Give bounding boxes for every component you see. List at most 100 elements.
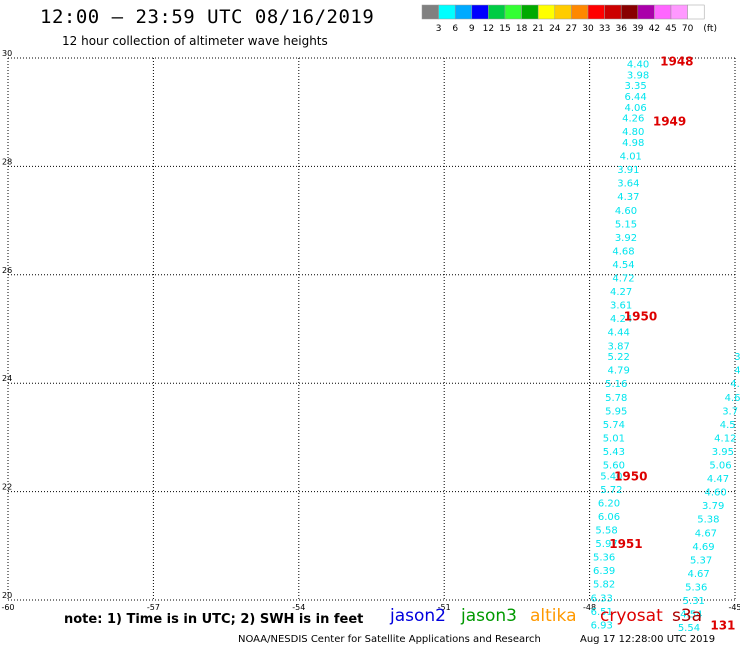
x-tick-label: -57 xyxy=(147,603,160,612)
x-tick-label: -45 xyxy=(728,603,740,612)
legend-label: 33 xyxy=(599,24,610,34)
footer-timestamp: Aug 17 12:28:00 UTC 2019 xyxy=(580,634,716,645)
satellite-jason2: jason2 xyxy=(390,606,446,626)
wave-height-value: 3.92 xyxy=(615,233,637,244)
wave-height-value: 4.27 xyxy=(610,287,632,298)
wave-height-value: 5.38 xyxy=(697,515,719,526)
wave-height-value: 4.80 xyxy=(622,127,644,138)
x-tick-label: -48 xyxy=(583,603,596,612)
legend-label: 9 xyxy=(469,24,475,34)
wave-height-value: 5.06 xyxy=(709,461,731,472)
wave-height-value: 3.87 xyxy=(608,341,630,352)
satellite-jason3: jason3 xyxy=(461,606,517,626)
wave-height-value: 4.54 xyxy=(612,260,634,271)
legend-label: 30 xyxy=(582,24,594,34)
satellite-altika: altika xyxy=(530,606,577,626)
legend-swatch xyxy=(537,4,556,20)
y-tick-label: 28 xyxy=(2,157,12,166)
wave-height-value: 4.68 xyxy=(612,246,634,257)
legend-label: 18 xyxy=(516,24,528,34)
legend-swatch xyxy=(421,4,439,20)
wave-height-value: 5.37 xyxy=(690,555,712,566)
x-tick-label: -54 xyxy=(292,603,305,612)
legend-label: 15 xyxy=(499,24,510,34)
wave-height-value: 4.01 xyxy=(620,152,642,163)
wave-height-value: 4.98 xyxy=(622,138,644,149)
legend-label: 42 xyxy=(649,24,660,34)
wave-height-value: 5.01 xyxy=(603,433,625,444)
satellite-cryosat: cryosat xyxy=(600,606,663,626)
wave-height-value: 5.60 xyxy=(603,461,625,472)
legend-swatch xyxy=(488,4,506,20)
wave-height-value: 4.12 xyxy=(714,433,736,444)
y-tick-label: 30 xyxy=(2,49,12,58)
legend-swatch xyxy=(687,4,705,20)
wave-height-value: 4.79 xyxy=(608,366,630,377)
wave-height-value: 6.44 xyxy=(625,92,647,103)
wave-height-value: 4.40 xyxy=(627,59,649,70)
wave-height-value: 3.91 xyxy=(617,165,639,176)
legend-swatch xyxy=(438,4,456,20)
wave-height-value: 5.36 xyxy=(685,582,707,593)
time-label: 131 xyxy=(710,618,735,632)
wave-height-value: 3.64 xyxy=(617,179,639,190)
legend-swatch xyxy=(620,4,639,20)
legend-swatch xyxy=(670,4,688,20)
time-label: 1949 xyxy=(653,114,686,128)
wave-height-value: 4.47 xyxy=(707,474,729,485)
wave-height-value: 6.93 xyxy=(591,620,613,631)
wave-height-value: 4.26 xyxy=(622,114,644,125)
legend-swatch xyxy=(587,4,605,20)
legend-unit: (ft) xyxy=(703,24,717,34)
time-label: 1950 xyxy=(624,309,657,323)
time-labels: 1948 1949 1950 1950 1951 131 xyxy=(609,55,735,633)
wave-height-value: 4 xyxy=(734,366,740,377)
wave-height-value: 4.24 xyxy=(610,314,632,325)
map-subtitle: 12 hour collection of altimeter wave hei… xyxy=(62,34,328,48)
map-title: 12:00 – 23:59 UTC 08/16/2019 xyxy=(40,6,375,28)
wave-height-value: 5.95 xyxy=(605,406,627,417)
wave-height-value: 4.6 xyxy=(725,393,740,404)
wave-height-value: 3 xyxy=(734,352,740,363)
wave-height-value: 3.61 xyxy=(610,301,632,312)
wave-height-value: 5.36 xyxy=(593,553,615,564)
note-text: note: 1) Time is in UTC; 2) SWH is in fe… xyxy=(64,612,364,627)
legend-swatch xyxy=(504,4,522,20)
wave-height-value: 5.74 xyxy=(603,420,625,431)
wave-height-value: 5.15 xyxy=(615,219,637,230)
legend-swatch xyxy=(471,4,489,20)
legend-swatch xyxy=(454,4,473,20)
wave-height-value: 5.43 xyxy=(603,447,625,458)
legend-label: 27 xyxy=(566,24,577,34)
legend-swatch xyxy=(637,4,655,20)
wave-height-value: 4.60 xyxy=(615,206,637,217)
wave-height-value: 5.78 xyxy=(605,393,627,404)
wave-height-value: 4. xyxy=(730,379,740,390)
legend-label: 39 xyxy=(632,24,644,34)
y-tick-label: 26 xyxy=(2,266,12,275)
y-tick-label: 22 xyxy=(2,483,12,492)
time-label: 1950 xyxy=(614,469,647,483)
wave-height-value: 5.31 xyxy=(683,596,705,607)
legend-swatch xyxy=(604,4,622,20)
wave-height-value: 3.98 xyxy=(627,70,649,81)
x-tick-label: -60 xyxy=(1,603,14,612)
wave-height-value: 4.72 xyxy=(612,274,634,285)
wave-height-value: 4.37 xyxy=(617,192,639,203)
legend-label: 70 xyxy=(682,24,694,34)
wave-height-value: 5.16 xyxy=(605,379,627,390)
satellite-s3a: s3a xyxy=(672,606,703,626)
axis-labels: 30 28 26 24 22 20 -60 -57 -54 -51 -48 -45 xyxy=(1,49,740,612)
y-tick-label: 24 xyxy=(2,374,12,383)
wave-height-value: 4.06 xyxy=(625,103,647,114)
wave-height-value: 5.72 xyxy=(600,485,622,496)
legend-label: 12 xyxy=(483,24,494,34)
wave-height-value: 4.44 xyxy=(608,328,630,339)
legend-label: 3 xyxy=(436,24,442,34)
wave-height-value: 6.33 xyxy=(591,593,613,604)
legend-label: 6 xyxy=(452,24,458,34)
wave-height-value: 6.06 xyxy=(598,512,620,523)
grid xyxy=(7,57,736,601)
